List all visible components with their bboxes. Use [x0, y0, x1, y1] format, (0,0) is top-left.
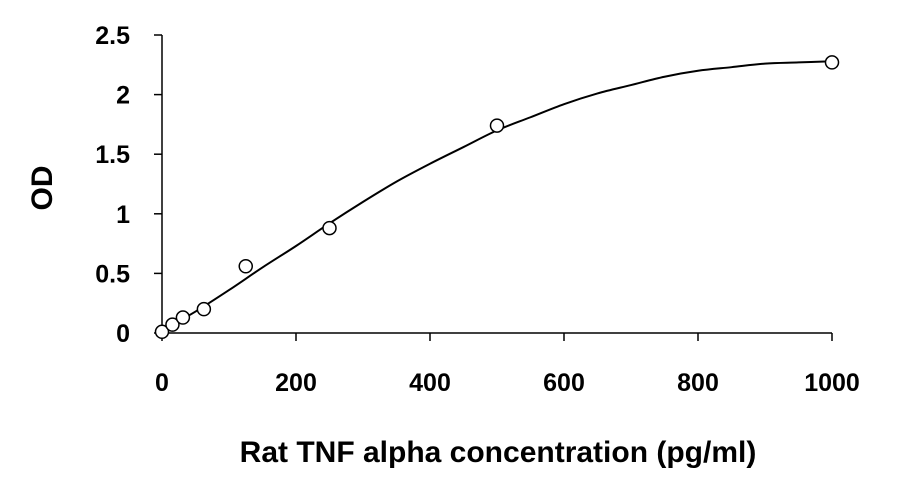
x-tick-label: 800: [677, 369, 719, 397]
x-tick-label: 0: [155, 369, 169, 397]
y-tick-label: 0.5: [95, 260, 130, 288]
y-tick-label: 2.5: [95, 22, 130, 50]
y-tick-label: 2: [116, 82, 130, 110]
data-point: [824, 55, 840, 70]
x-axis-ticks: 0 200 400 600 800 1000: [155, 333, 860, 397]
data-point: [154, 324, 170, 340]
x-tick-label: 200: [275, 369, 317, 397]
data-point: [175, 310, 191, 325]
y-axis-title: OD: [26, 166, 59, 211]
y-tick-label: 1.5: [95, 141, 130, 169]
x-tick-label: 600: [543, 369, 585, 397]
y-tick-label: 1: [116, 201, 130, 229]
x-axis-title: Rat TNF alpha concentration (pg/ml): [240, 436, 757, 469]
data-points: [154, 55, 840, 340]
data-point: [322, 220, 337, 236]
data-point: [489, 118, 505, 133]
x-tick-label: 1000: [804, 369, 860, 397]
x-tick-label: 400: [409, 369, 451, 397]
fitted-curve: [161, 60, 833, 332]
y-axis-ticks: 0 0.5 1 1.5 2 2.5: [95, 22, 162, 348]
data-point: [196, 301, 212, 317]
data-point: [238, 258, 253, 274]
y-tick-label: 0: [116, 320, 130, 348]
data-point: [165, 317, 180, 332]
axes: [161, 35, 832, 334]
